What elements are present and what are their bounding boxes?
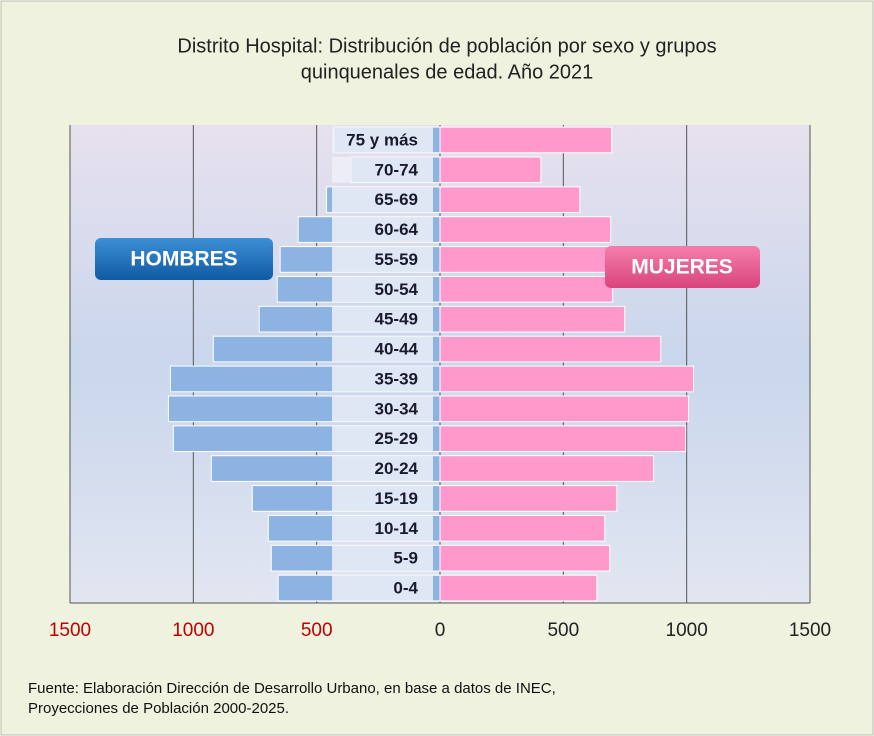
bar — [439, 156, 542, 184]
category-label: 75 y más — [346, 130, 418, 149]
bar — [439, 275, 614, 303]
bar — [439, 544, 611, 572]
source-line: Fuente: Elaboración Dirección de Desarro… — [28, 680, 556, 697]
bar — [439, 246, 614, 273]
bar — [439, 455, 655, 482]
title-line: Distrito Hospital: Distribución de pobla… — [177, 35, 716, 57]
title-line: quinquenales de edad. Año 2021 — [301, 61, 594, 83]
category-box — [332, 455, 433, 482]
category-label: 45-49 — [375, 310, 418, 329]
category-label: 15-19 — [375, 489, 418, 508]
bar — [439, 216, 612, 243]
category-box — [332, 246, 433, 273]
title: Distrito Hospital: Distribución de pobla… — [177, 35, 716, 83]
category-box — [332, 336, 433, 362]
x-tick-label: 1000 — [172, 620, 214, 641]
category-box — [332, 366, 433, 392]
category-box — [332, 216, 433, 243]
x-tick-label: 500 — [301, 620, 333, 641]
bar — [439, 335, 662, 363]
x-tick-label: 0 — [435, 620, 446, 641]
x-tick-label: 1500 — [789, 620, 831, 641]
category-box — [332, 156, 433, 183]
category-box — [332, 276, 433, 303]
bar — [439, 574, 598, 602]
category-box — [332, 395, 433, 422]
category-label: 5-9 — [393, 549, 418, 568]
category-label: 10-14 — [375, 519, 419, 538]
category-label: 30-34 — [375, 399, 419, 418]
category-box — [332, 485, 433, 512]
category-label: 60-64 — [375, 220, 419, 239]
bar — [439, 425, 687, 453]
category-label: 50-54 — [375, 280, 419, 299]
bar — [439, 485, 618, 512]
legend-badge — [95, 238, 273, 280]
category-box — [332, 127, 433, 153]
category-label: 40-44 — [375, 340, 419, 359]
bar — [439, 126, 613, 154]
category-box — [332, 186, 433, 213]
category-label: 65-69 — [375, 190, 418, 209]
legend-badge — [605, 246, 760, 288]
bar — [439, 186, 581, 214]
category-label: 25-29 — [375, 429, 418, 448]
category-box — [332, 575, 433, 601]
bar — [439, 305, 626, 333]
x-tick-label: 1500 — [49, 620, 91, 641]
bar — [439, 395, 690, 423]
bar — [439, 514, 606, 542]
bar — [439, 365, 695, 393]
category-box — [332, 425, 433, 452]
category-label: 55-59 — [375, 250, 418, 269]
category-label: 20-24 — [375, 459, 419, 478]
source-line: Proyecciones de Población 2000-2025. — [28, 700, 289, 717]
category-label: 0-4 — [393, 579, 418, 598]
legend-label: MUJERES — [631, 256, 733, 279]
category-label: 70-74 — [375, 160, 419, 179]
legend-label: HOMBRES — [130, 248, 237, 271]
category-box — [332, 306, 433, 333]
x-tick-label: 1000 — [666, 620, 708, 641]
category-box — [332, 545, 433, 572]
category-label: 35-39 — [375, 369, 418, 388]
x-tick-label: 500 — [547, 620, 579, 641]
category-box — [332, 515, 433, 542]
